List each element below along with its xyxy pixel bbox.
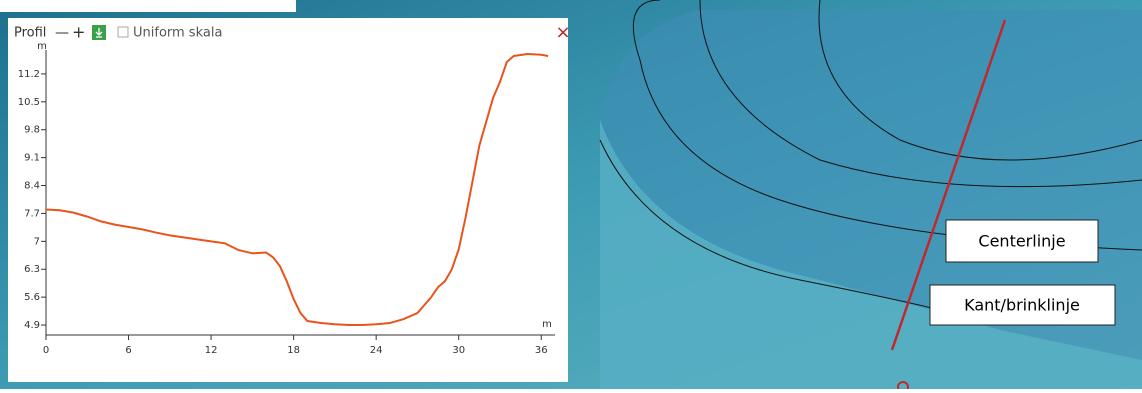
y-tick-label: 9.8 xyxy=(24,125,40,136)
zoom-in[interactable]: + xyxy=(72,23,85,42)
checkbox[interactable] xyxy=(118,27,128,37)
x-tick-label: 12 xyxy=(205,345,218,356)
y-tick-label: 4.9 xyxy=(24,320,40,331)
y-tick-label: 6.3 xyxy=(24,264,40,275)
y-tick-label: 9.1 xyxy=(24,153,40,164)
zoom-out[interactable]: — xyxy=(55,25,69,41)
y-tick-label: 5.6 xyxy=(24,292,40,303)
x-tick-label: 24 xyxy=(370,345,383,356)
panel-title: Profil xyxy=(14,26,46,41)
map-label: Centerlinje xyxy=(978,232,1065,251)
x-tick-label: 18 xyxy=(287,345,300,356)
y-tick-label: 10.5 xyxy=(18,97,40,108)
map-label: Kant/brinklinje xyxy=(964,296,1080,315)
y-tick-label: 7.7 xyxy=(24,208,40,219)
x-tick-label: 30 xyxy=(452,345,465,356)
y-tick-label: 8.4 xyxy=(24,181,40,192)
checkbox-label: Uniform skala xyxy=(133,26,222,41)
x-tick-label: 0 xyxy=(43,345,49,356)
x-tick-label: 36 xyxy=(535,345,548,356)
x-tick-label: 6 xyxy=(125,345,131,356)
page: Centerlinje Kant/brinklinje Profil — + U… xyxy=(0,0,1142,389)
close-button[interactable]: × xyxy=(555,22,570,43)
x-axis-label: m xyxy=(542,319,552,330)
y-axis-label: m xyxy=(37,41,47,52)
y-tick-label: 11.2 xyxy=(18,69,40,80)
screen: Centerlinje Kant/brinklinje Profil — + U… xyxy=(0,0,1142,389)
y-tick-label: 7 xyxy=(34,236,40,247)
profile-panel xyxy=(8,18,568,382)
toolbar-strip xyxy=(0,0,296,12)
